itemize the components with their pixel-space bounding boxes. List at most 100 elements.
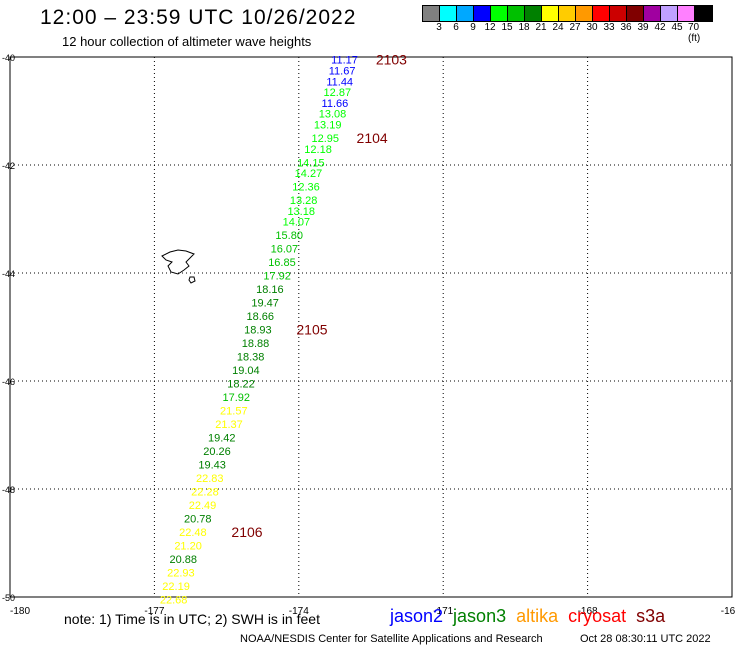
colorbar-swatch [491,6,508,21]
y-tick-label: -50 [2,593,15,603]
x-tick-labels: -180 -177 -174 -171 -168 -16 [10,606,736,617]
x-tick-label: -171 [433,606,453,617]
wave-height-point: 18.88 [242,338,270,350]
wave-height-point: 11.67 [329,66,356,78]
colorbar-swatch [593,6,610,21]
y-tick-label: -42 [2,161,15,171]
wave-height-point: 21.37 [215,419,243,431]
colorbar-swatch [661,6,678,21]
colorbar-label: 24 [552,22,564,33]
wave-height-point: 20.26 [203,446,231,458]
wave-height-point: 13.08 [319,109,347,121]
wave-height-point: 12.18 [304,144,332,156]
colorbar-label: 36 [620,22,632,33]
colorbar-label: 39 [637,22,649,33]
wave-height-point: 18.38 [237,352,265,364]
wave-height-point: 16.85 [268,257,296,269]
plot-frame [9,56,733,598]
wave-height-point: 19.42 [208,433,236,445]
legend-entry-s3a: s3a [636,606,666,626]
legend-entry-cryosat: cryosat [568,606,627,626]
colorbar-label: 42 [654,22,666,33]
colorbar-label: 45 [671,22,683,33]
page-title: 12:00 – 23:59 UTC 10/26/2022 [40,6,357,29]
colorbar-swatch [542,6,559,21]
colorbar-label: 70 (ft) [688,22,701,44]
wave-height-point: 22.83 [196,473,224,485]
legend-entry-jason2: jason2 [390,606,444,626]
footer-note: note: 1) Time is in UTC; 2) SWH is in fe… [64,611,320,627]
wave-height-point: 12.36 [292,182,320,194]
x-tick-label: -168 [578,606,598,617]
colorbar-label: 33 [603,22,615,33]
colorbar-swatch [695,6,712,21]
y-tick-labels: -40 -42 -44 -46 -48 -50 [2,53,15,603]
colorbar [422,5,713,22]
wave-height-point: 17.92 [263,271,291,283]
colorbar-label: 3 [436,22,442,33]
credit-line: NOAA/NESDIS Center for Satellite Applica… [240,633,543,645]
islet-outline-icon [188,276,196,284]
wave-height-point: 14.15 [297,157,325,169]
grid-lines [10,57,732,597]
wave-height-point: 11.66 [322,98,349,110]
wave-height-point: 12.87 [324,87,352,99]
wave-height-point: 17.92 [222,392,250,404]
x-tick-label: -16 [721,606,736,617]
satellite-legend: jason2 jason3 altika cryosat s3a [390,606,675,627]
colorbar-swatch [457,6,474,21]
wave-height-point: 22.28 [191,487,219,499]
colorbar-swatch [440,6,457,21]
wave-height-point: 16.07 [271,244,299,256]
colorbar-swatch [525,6,542,21]
wave-height-point: 12.95 [312,133,340,145]
wave-height-point: 13.19 [314,120,342,132]
time-label: 2106 [231,524,262,540]
x-tick-label: -174 [289,606,309,617]
colorbar-label: 18 [518,22,530,33]
wave-height-point: 19.47 [251,298,279,310]
colorbar-swatch [627,6,644,21]
wave-height-point: 14.07 [283,217,311,229]
wave-height-point: 11.17 [331,55,358,67]
wave-height-points: 11.1711.6711.4412.8711.6613.0813.1912.95… [160,55,358,607]
wave-height-point: 18.66 [247,311,275,323]
colorbar-swatch [644,6,661,21]
colorbar-label: 6 [453,22,459,33]
x-tick-label: -180 [10,606,30,617]
page-subtitle: 12 hour collection of altimeter wave hei… [62,34,312,49]
colorbar-label: 12 [484,22,496,33]
colorbar-label: 15 [501,22,513,33]
wave-height-point: 22.68 [160,595,188,607]
wave-height-point: 22.48 [179,527,207,539]
wave-height-point: 19.43 [198,460,226,472]
colorbar-swatch [678,6,695,21]
colorbar-swatch [423,6,440,21]
legend-entry-jason3: jason3 [453,606,507,626]
colorbar-swatch [576,6,593,21]
colorbar-label: 21 [535,22,547,33]
wave-height-point: 13.18 [287,206,315,218]
wave-height-point: 11.44 [326,76,353,88]
wave-height-point: 14.27 [295,168,323,180]
wave-height-point: 21.20 [174,541,202,553]
colorbar-label: 30 [586,22,598,33]
y-tick-label: -46 [2,377,15,387]
colorbar-label: 9 [470,22,476,33]
time-label: 2103 [376,52,407,68]
legend-entry-altika: altika [516,606,559,626]
wave-height-point: 18.22 [227,379,255,391]
wave-height-point: 15.80 [275,230,303,242]
wave-height-point: 22.93 [167,568,195,580]
island-coastline [161,249,196,284]
generated-timestamp: Oct 28 08:30:11 UTC 2022 [580,633,711,645]
colorbar-swatch [474,6,491,21]
colorbar-label: 27 [569,22,581,33]
wave-height-point: 22.19 [162,581,190,593]
y-tick-label: -48 [2,485,15,495]
y-tick-label: -44 [2,269,15,279]
x-tick-label: -177 [144,606,164,617]
time-labels: 2103 2104 2105 2106 [231,52,407,541]
island-outline-icon [161,249,195,275]
wave-height-point: 13.28 [290,195,318,207]
